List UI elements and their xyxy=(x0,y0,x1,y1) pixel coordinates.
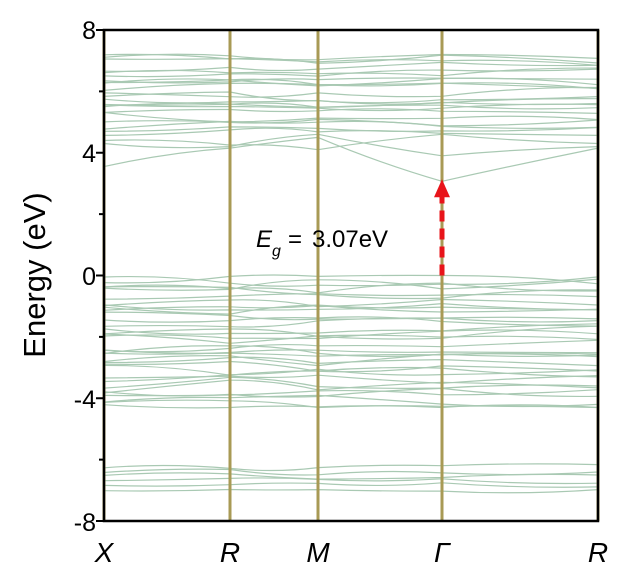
y-tick-label-neg8: -8 xyxy=(74,509,96,537)
band-line-21 xyxy=(103,353,599,367)
band-line-27 xyxy=(103,376,599,389)
band-line-62 xyxy=(103,57,599,66)
band-line-20 xyxy=(103,349,599,357)
band-line-3 xyxy=(103,282,599,294)
band-line-44 xyxy=(103,126,599,132)
band-line-24 xyxy=(103,364,599,378)
band-line-60 xyxy=(103,67,599,77)
y-tick-label-0: 0 xyxy=(82,263,96,291)
band-line-53 xyxy=(103,91,599,104)
band-line-4 xyxy=(103,285,599,300)
k-label-m: M xyxy=(306,537,330,568)
band-line-28 xyxy=(103,379,599,394)
band-line-58 xyxy=(103,77,599,84)
band-line-0 xyxy=(103,274,599,285)
y-tick-label-neg4: -4 xyxy=(74,386,96,414)
band-line-33 xyxy=(103,404,599,409)
band-line-14 xyxy=(103,325,599,340)
band-line-43 xyxy=(103,127,599,136)
band-line-13 xyxy=(103,323,599,335)
gap-arrow xyxy=(434,179,450,276)
band-line-32 xyxy=(103,399,599,409)
k-label-r1: R xyxy=(220,537,240,568)
band-line-12 xyxy=(103,316,599,327)
band-line-51 xyxy=(103,102,599,110)
band-line-15 xyxy=(103,329,599,340)
band-line-19 xyxy=(103,345,599,358)
band-line-34 xyxy=(103,463,599,472)
band-line-48 xyxy=(103,108,599,114)
gap-subscript: g xyxy=(272,243,281,260)
band-line-64 xyxy=(103,53,599,61)
band-line-25 xyxy=(103,368,599,383)
band-line-30 xyxy=(103,389,599,397)
gap-arrow-head xyxy=(434,179,450,198)
band-line-1 xyxy=(103,275,599,287)
band-line-37 xyxy=(103,477,599,485)
band-line-63 xyxy=(103,53,599,64)
band-line-39 xyxy=(103,488,599,494)
y-tick-label-8: 8 xyxy=(82,17,96,45)
band-line-61 xyxy=(103,61,599,72)
band-line-17 xyxy=(103,339,599,353)
gap-equals: = xyxy=(288,226,302,253)
y-ticks xyxy=(96,29,104,522)
band-line-54 xyxy=(103,86,599,98)
band-line-22 xyxy=(103,356,599,367)
band-line-36 xyxy=(103,472,599,480)
band-line-46 xyxy=(103,118,599,127)
band-line-56 xyxy=(103,78,599,89)
band-line-11 xyxy=(103,317,599,328)
band-line-16 xyxy=(103,333,599,344)
band-line-10 xyxy=(103,311,599,321)
y-axis-title: Energy (eV) xyxy=(17,192,52,357)
gap-symbol: E xyxy=(256,226,273,253)
band-line-41 xyxy=(103,133,599,157)
band-lines xyxy=(103,53,599,494)
k-label-r2: R xyxy=(588,537,608,568)
gap-value: 3.07eV xyxy=(312,226,388,253)
band-gap-annotation: E g = 3.07eV xyxy=(256,226,388,260)
band-line-38 xyxy=(103,482,599,488)
band-line-6 xyxy=(103,298,599,308)
band-line-26 xyxy=(103,374,599,384)
band-line-45 xyxy=(103,120,599,130)
band-line-40 xyxy=(103,136,599,182)
band-line-2 xyxy=(103,278,599,291)
y-tick-label-4: 4 xyxy=(82,140,96,168)
band-line-5 xyxy=(103,293,599,300)
band-line-49 xyxy=(103,103,599,112)
band-line-7 xyxy=(103,302,599,311)
k-label-x: X xyxy=(94,537,115,568)
band-line-23 xyxy=(103,360,599,373)
band-line-42 xyxy=(103,133,599,151)
band-line-47 xyxy=(103,111,599,123)
band-line-9 xyxy=(103,304,599,313)
k-label-gamma: Γ xyxy=(434,537,451,568)
